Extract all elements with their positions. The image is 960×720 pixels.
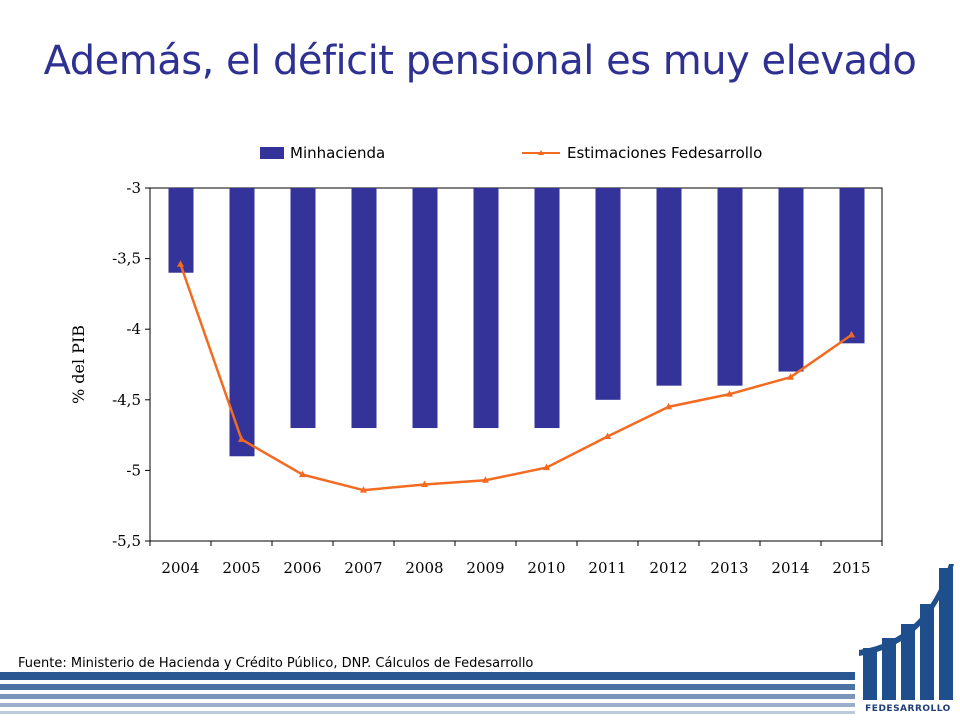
plot-area (149, 187, 883, 542)
line-point (177, 260, 184, 267)
bar (656, 188, 682, 386)
logo-bar (882, 638, 896, 700)
x-tick-label: 2004 (161, 559, 199, 577)
x-tick-label: 2014 (771, 559, 809, 577)
legend: Minhacienda Estimaciones Fedesarrollo (260, 144, 762, 162)
y-tick-label: -4 (126, 320, 141, 338)
line-point (604, 432, 611, 440)
plot-frame (149, 187, 883, 542)
line-series (177, 260, 855, 493)
footer-stripe (0, 711, 855, 714)
logo-bar (901, 624, 915, 700)
logo-bar (920, 604, 934, 700)
x-tick-label: 2008 (405, 559, 443, 577)
bar (412, 188, 438, 429)
bar (351, 188, 377, 429)
y-axis-title: % del PIB (69, 325, 88, 404)
x-tick-label: 2013 (710, 559, 748, 577)
axes: -3 -3,5 -4 -4,5 -5 -5,5 2004 2005 2006 2007 2008 20… (69, 179, 883, 577)
x-tick-label: 2012 (649, 559, 687, 577)
footer-stripe (0, 703, 855, 707)
bar (778, 188, 804, 372)
fedesarrollo-logo (859, 564, 954, 700)
x-tick-label: 2010 (527, 559, 565, 577)
y-tick-label: -3,5 (112, 250, 141, 268)
line-point (726, 390, 733, 397)
x-tick-label: 2006 (283, 559, 321, 577)
logo-bar (939, 568, 953, 700)
footer-stripe (0, 694, 855, 699)
slide-title: Además, el déficit pensional es muy elev… (43, 38, 917, 84)
line-point (360, 486, 367, 493)
chart: -3 -3,5 -4 -4,5 -5 -5,5 2004 2005 2006 2007 2008 20… (69, 144, 883, 577)
x-tick-label: 2005 (222, 559, 260, 577)
line-point (482, 476, 489, 483)
line-point (421, 480, 428, 488)
line-point (299, 470, 306, 478)
bar (839, 188, 865, 344)
x-tick-label: 2015 (832, 559, 870, 577)
legend-label-bar: Minhacienda (290, 144, 385, 162)
bar (290, 188, 316, 429)
legend-swatch-marker (538, 150, 544, 155)
line-point (665, 402, 672, 410)
line-point (543, 463, 550, 471)
bar (595, 188, 621, 400)
logo-text: FEDESARROLLO (865, 704, 951, 714)
logo-bar (863, 648, 877, 700)
x-tick-label: 2007 (344, 559, 382, 577)
line-path (179, 263, 853, 492)
y-tick-label: -3 (126, 179, 141, 197)
bar (229, 188, 255, 457)
bar (168, 188, 194, 273)
x-tick-label: 2011 (588, 559, 626, 577)
bar (534, 188, 560, 429)
y-tick-label: -5,5 (112, 532, 141, 550)
legend-swatch-bar (260, 147, 284, 159)
line-point (848, 330, 855, 338)
legend-label-line: Estimaciones Fedesarrollo (567, 144, 762, 162)
bar (473, 188, 499, 429)
line-point (787, 373, 794, 380)
bar (717, 188, 743, 386)
source-note: Fuente: Ministerio de Hacienda y Crédito… (18, 656, 534, 671)
bar-series (168, 188, 865, 457)
y-tick-label: -5 (126, 461, 141, 479)
line-point (238, 435, 245, 442)
footer-stripe (0, 684, 855, 690)
footer-bars (0, 672, 855, 720)
footer-stripe (0, 672, 855, 680)
y-tick-label: -4,5 (112, 391, 141, 409)
x-tick-label: 2009 (466, 559, 504, 577)
